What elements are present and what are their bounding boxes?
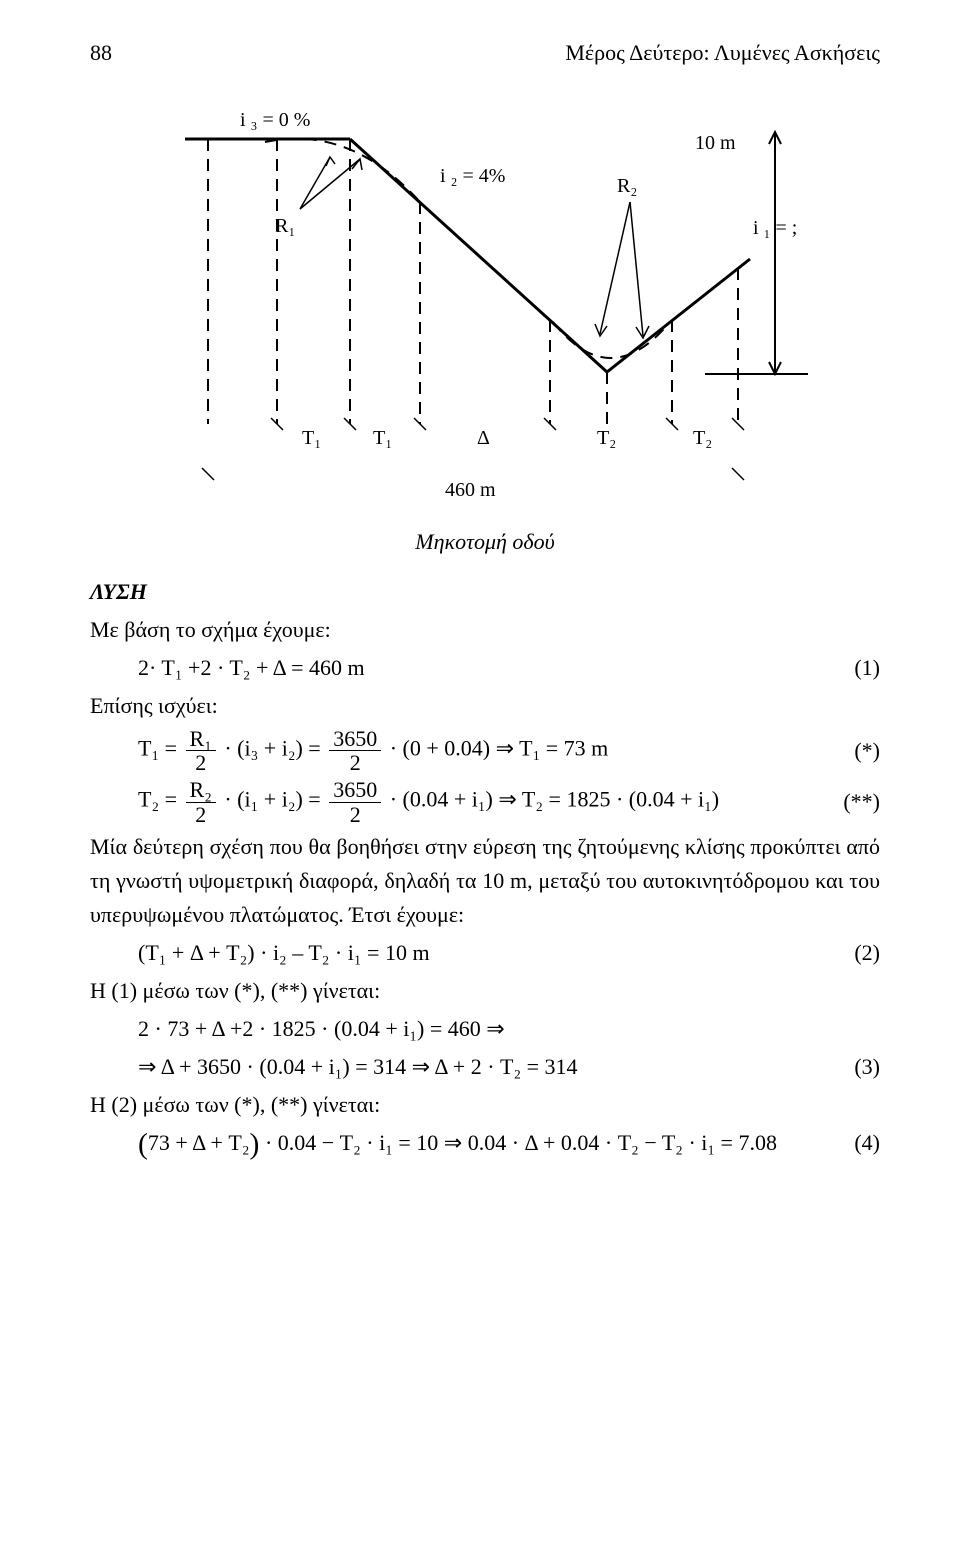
eq-4-tag: (4) [842, 1126, 880, 1160]
eq-3a: 2 · 73 + Δ +2 · 1825 · (0.04 + i₁) = 460… [138, 1012, 505, 1046]
label-460m: 460 m [445, 479, 496, 501]
label-i1: i ₁ = ; [753, 217, 797, 239]
eq-1: 2· Τ₁ +2 · Τ₂ + Δ = 460 m [138, 651, 365, 685]
label-R1: R₁ [275, 215, 295, 237]
intro-line: Με βάση το σχήμα έχουμε: [90, 613, 880, 647]
label-10m: 10 m [695, 132, 736, 154]
page-number: 88 [90, 40, 112, 66]
label-i2: i ₂ = 4% [440, 165, 505, 187]
h2-line: Η (2) μέσω των (*), (**) γίνεται: [90, 1088, 880, 1122]
label-T1a: T₁ [302, 427, 321, 449]
eq-T2-tag: (**) [831, 785, 880, 819]
eq-T1-tag: (*) [842, 734, 880, 768]
label-Delta: Δ [477, 427, 490, 449]
eq-4: (73 + Δ + T₂) · 0.04 − T₂ · i₁ = 10 ⇒ 0.… [138, 1126, 777, 1160]
eq-1-tag: (1) [842, 651, 880, 685]
eq-3b-tag: (3) [842, 1050, 880, 1084]
diagram-caption: Μηκοτομή οδού [90, 529, 880, 555]
eq-T2: T₂ = R₂2 · (i₁ + i₂) = 36502 · (0.04 + i… [138, 778, 719, 825]
header-title: Μέρος Δεύτερο: Λυμένες Ασκήσεις [565, 40, 880, 66]
label-T1b: T₁ [373, 427, 392, 449]
eq-2-tag: (2) [842, 936, 880, 970]
eq-2: (T₁ + Δ + T₂) · i₂ – T₂ · i₁ = 10 m [138, 936, 430, 970]
label-i3: i ₃ = 0 % [240, 109, 310, 131]
also-line: Επίσης ισχύει: [90, 689, 880, 723]
label-T2a: T₂ [597, 427, 616, 449]
vertical-profile-diagram: i ₃ = 0 % i ₂ = 4% 10 m R₁ R₂ i ₁ = ; T₁… [145, 84, 825, 519]
eq-3b: ⇒ Δ + 3650 · (0.04 + i₁) = 314 ⇒ Δ + 2 ·… [138, 1050, 578, 1084]
eq-T1: T₁ = R₁2 · (i₃ + i₂) = 36502 · (0 + 0.04… [138, 727, 608, 774]
solution-heading: ΛΥΣΗ [90, 579, 880, 605]
h1-line: Η (1) μέσω των (*), (**) γίνεται: [90, 974, 880, 1008]
para-second-relation: Μία δεύτερη σχέση που θα βοηθήσει στην ε… [90, 830, 880, 932]
label-T2b: T₂ [693, 427, 712, 449]
label-R2: R₂ [617, 175, 637, 197]
